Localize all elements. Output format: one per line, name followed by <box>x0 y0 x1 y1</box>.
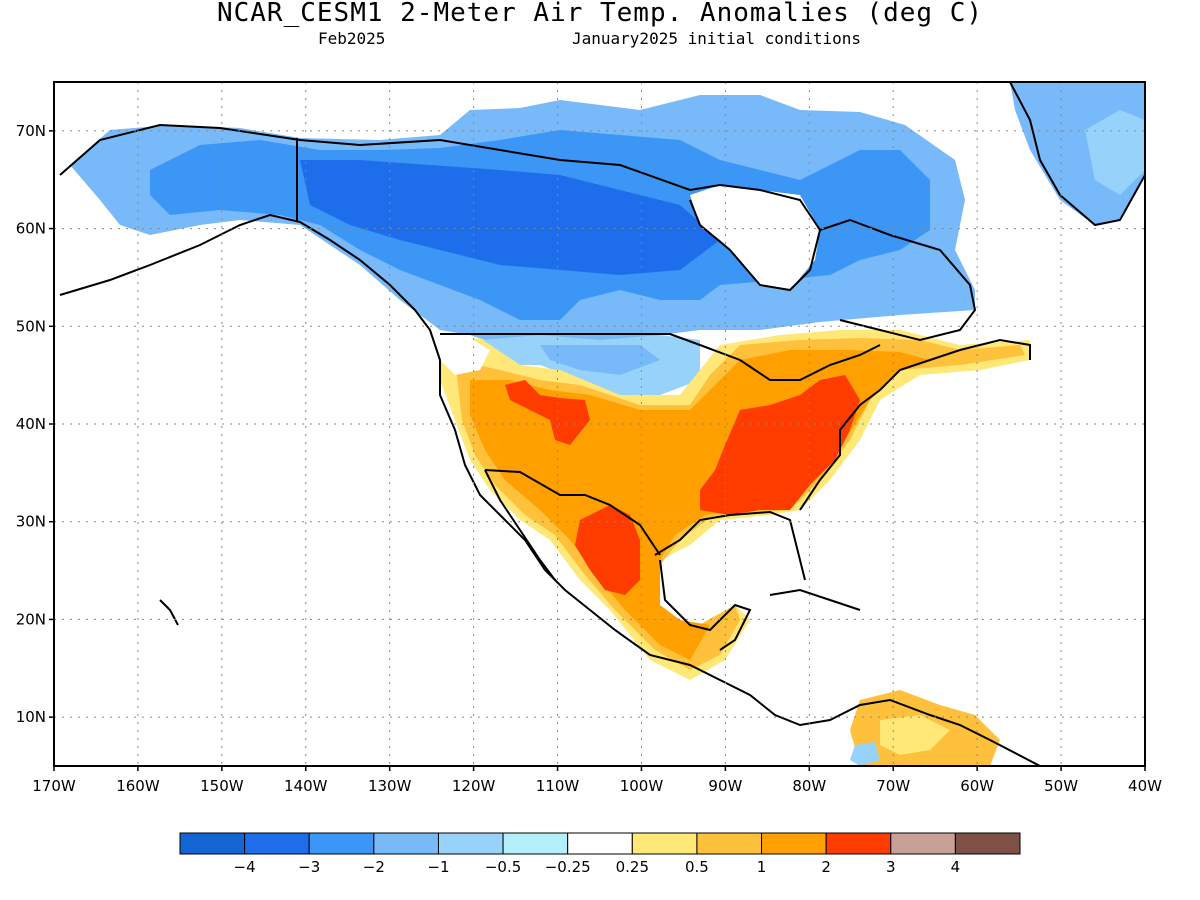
colorbar-label: 1 <box>757 858 767 876</box>
lon-label: 70W <box>876 777 910 795</box>
coastline-gulf <box>654 510 806 651</box>
hot-region-rockies <box>505 380 590 445</box>
colorbar-label: 4 <box>951 858 961 876</box>
hot-region-southeast <box>700 375 860 515</box>
colorbar-label: −0.5 <box>485 858 521 876</box>
graticule <box>54 82 1145 766</box>
cold-region-deep <box>300 160 720 275</box>
colorbar-swatch <box>373 832 439 855</box>
lon-label: 100W <box>620 777 664 795</box>
lon-label: 160W <box>116 777 160 795</box>
coastline-labrador <box>819 218 977 342</box>
coastline-cuba <box>769 588 861 611</box>
color-legend: −4 −3 −2 −1 −0.5 −0.25 0.25 0.5 1 2 3 4 <box>179 832 1021 876</box>
colorbar-swatch <box>954 832 1021 855</box>
border-us-canada <box>440 333 881 381</box>
colorbar-label: −1 <box>427 858 449 876</box>
lon-label: 90W <box>708 777 742 795</box>
colorbar-label: −2 <box>363 858 385 876</box>
cold-region-greenland-core <box>1085 110 1145 195</box>
colorbar-swatch <box>631 832 698 855</box>
colorbar-swatch <box>890 832 956 855</box>
lon-label: 170W <box>32 777 76 795</box>
warm-region-south-america-light <box>880 715 950 755</box>
lon-label: 110W <box>536 777 580 795</box>
cool-patch-colombia <box>850 742 880 766</box>
coastline-east <box>799 338 1031 511</box>
lon-label: 140W <box>284 777 328 795</box>
coastline-baja <box>484 469 556 581</box>
cool-region-plains-core <box>540 345 660 375</box>
colorbar-label: −0.25 <box>545 858 591 876</box>
coastline-arctic <box>59 123 822 292</box>
lat-label: 60N <box>16 220 46 238</box>
valid-month-label: Feb2025 <box>318 29 386 48</box>
colorbar-swatch <box>567 832 633 855</box>
initial-conditions-label: January2025 initial conditions <box>572 29 861 48</box>
lon-label: 50W <box>1044 777 1078 795</box>
lat-label: 10N <box>16 708 46 726</box>
lon-label: 120W <box>452 777 496 795</box>
lat-label: 30N <box>16 513 46 531</box>
colorbar-label: 0.5 <box>685 858 709 876</box>
colorbar-swatch <box>179 832 246 855</box>
coastline-north-america <box>59 213 1041 766</box>
colorbar-swatch <box>308 832 375 855</box>
latitude-labels: 70N 60N 50N 40N 30N 20N 10N <box>16 122 54 726</box>
lon-label: 60W <box>960 777 994 795</box>
colorbar-label: −4 <box>234 858 256 876</box>
lon-label: 40W <box>1128 777 1162 795</box>
lon-label: 150W <box>200 777 244 795</box>
map-title: NCAR_CESM1 2-Meter Air Temp. Anomalies (… <box>216 0 984 28</box>
colorbar-label: 3 <box>886 858 896 876</box>
colorbar-label: 2 <box>821 858 831 876</box>
colorbar-label: −3 <box>298 858 320 876</box>
colorbar-swatch <box>437 832 504 855</box>
colorbar-swatch <box>761 832 827 855</box>
hot-region-texas-mexico <box>575 505 640 595</box>
longitude-labels: 170W 160W 150W 140W 130W 120W 110W 100W 90W 80W 70… <box>32 766 1162 795</box>
lat-label: 50N <box>16 317 46 335</box>
colorbar-swatch <box>696 832 763 855</box>
lat-label: 40N <box>16 415 46 433</box>
border-us-mexico <box>484 469 661 556</box>
neutral-region-pacific-northwest <box>440 338 490 375</box>
colorbar-label: 0.25 <box>616 858 649 876</box>
colorbar-swatch <box>244 832 310 855</box>
colorbar-swatch <box>502 832 569 855</box>
lon-label: 80W <box>792 777 826 795</box>
colorbar-swatch <box>825 832 892 855</box>
lon-label: 130W <box>368 777 412 795</box>
lat-label: 70N <box>16 122 46 140</box>
hudson-bay-neutral <box>690 185 820 290</box>
coastline-greenland <box>1009 82 1145 227</box>
coastline-hawaii <box>159 599 179 626</box>
lat-label: 20N <box>16 610 46 628</box>
coastlines <box>59 82 1145 766</box>
